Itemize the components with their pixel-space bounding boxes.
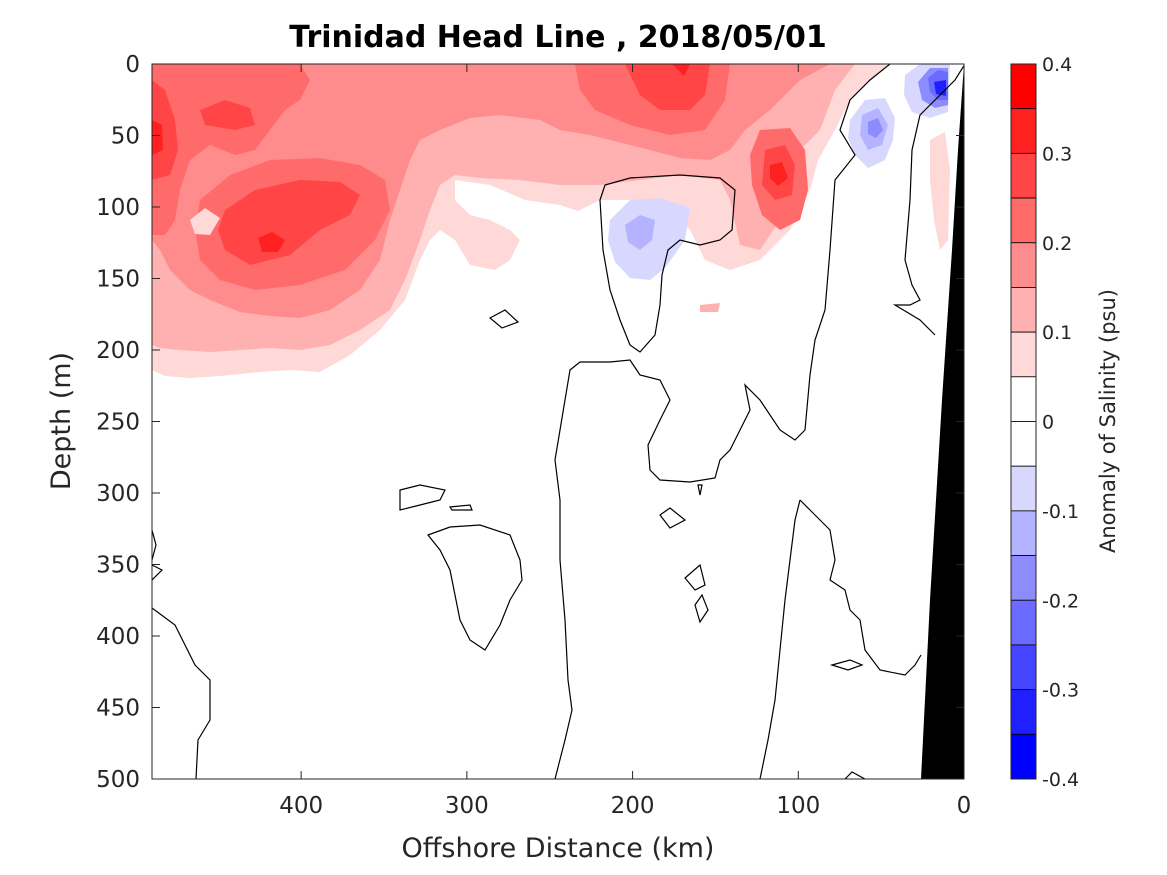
zero-contour-d — [799, 499, 922, 676]
colorbar-segment — [1010, 108, 1037, 154]
zero-contour-b — [554, 64, 891, 779]
colorbar-segment — [1010, 555, 1037, 601]
zero-contour-e — [759, 499, 801, 779]
colorbar-segment — [1010, 376, 1037, 422]
colorbar-label: Anomaly of Salinity (psu) — [1096, 289, 1120, 553]
bathymetry-fill — [921, 64, 964, 779]
colorbar-segment — [1010, 152, 1037, 199]
negative-fill-0-15-b — [868, 118, 883, 138]
colorbar-segment — [1010, 465, 1037, 512]
anomaly-fill-nearshore — [930, 132, 950, 250]
y-axis-label: Depth (m) — [46, 352, 77, 490]
colorbar-segment — [1010, 63, 1037, 110]
zero-contour-n — [829, 659, 864, 671]
colorbar-tick-label: 0 — [1042, 412, 1054, 434]
colorbar-segment — [1010, 421, 1037, 467]
y-tick-label: 0 — [125, 52, 140, 78]
colorbar-tick-label: 0.2 — [1042, 233, 1072, 255]
colorbar-tick-label: -0.4 — [1042, 769, 1079, 791]
x-tick-label: 400 — [279, 793, 323, 819]
x-tick-label: 200 — [611, 793, 655, 819]
plot-area: 400 300 200 100 0 0 50 100 150 200 250 300 350 400 45… — [96, 52, 971, 819]
colorbar-tick-label: 0.1 — [1042, 322, 1072, 344]
zero-contour-a — [599, 174, 736, 353]
colorbar-segment — [1010, 644, 1037, 691]
zero-contour-o — [152, 529, 164, 581]
zero-contour-c — [892, 64, 964, 336]
zero-contour-l — [684, 563, 706, 591]
colorbar-segment — [1010, 733, 1037, 780]
anomaly-fill-small-patch — [700, 303, 720, 312]
x-tick-label: 0 — [957, 793, 972, 819]
anomaly-fill-0-25-d — [625, 64, 710, 110]
y-tick-label: 250 — [96, 410, 140, 436]
x-tick-label: 300 — [445, 793, 489, 819]
anomaly-fill-0-25-c — [200, 100, 255, 130]
x-tick-label: 100 — [776, 793, 820, 819]
anomaly-fill-0-30-c — [672, 64, 690, 76]
anomaly-fill-0-20-a — [152, 64, 310, 235]
y-tick-label: 400 — [96, 624, 140, 650]
colorbar: 0.4 0.3 0.2 0.1 0 -0.1 -0.2 -0.3 -0.4 — [1010, 54, 1079, 791]
zero-contour-k — [697, 484, 703, 496]
colorbar-segment — [1010, 197, 1037, 244]
chart-title: Trinidad Head Line , 2018/05/01 — [289, 20, 826, 55]
contour-fills — [152, 64, 950, 378]
zero-contour-p — [152, 607, 211, 779]
colorbar-tick-label: -0.1 — [1042, 501, 1079, 523]
x-axis: 400 300 200 100 0 — [279, 64, 971, 819]
zero-fill-hole-a — [455, 180, 600, 260]
zero-contour-g — [399, 484, 446, 511]
colorbar-tick-label: 0.4 — [1042, 54, 1072, 76]
y-tick-label: 450 — [96, 696, 140, 722]
anomaly-fill-0-30-b — [152, 120, 163, 155]
colorbar-segment — [1010, 287, 1037, 333]
zero-contour-q — [844, 771, 866, 779]
colorbar-segment — [1010, 331, 1037, 378]
zero-contour-j — [659, 507, 687, 529]
zero-contour-i — [427, 524, 523, 651]
colorbar-segment — [1010, 689, 1037, 735]
y-tick-label: 150 — [96, 267, 140, 293]
y-axis: 0 50 100 150 200 250 300 350 400 450 500 — [96, 52, 964, 793]
zero-contour-m — [694, 593, 709, 624]
y-tick-label: 100 — [96, 195, 140, 221]
colorbar-segment — [1010, 510, 1037, 556]
anomaly-fill-0-30-d — [770, 162, 788, 186]
zero-contour-h — [448, 504, 473, 511]
colorbar-segment — [1010, 599, 1037, 646]
colorbar-segment — [1010, 242, 1037, 288]
anomaly-fill-0-30-a — [258, 232, 285, 252]
colorbar-tick-label: -0.2 — [1042, 590, 1079, 612]
anomaly-fill-0-25-a — [152, 80, 178, 180]
colorbar-tick-label: -0.3 — [1042, 680, 1079, 702]
x-axis-label: Offshore Distance (km) — [402, 833, 715, 864]
negative-fill-0-10-a — [625, 215, 655, 250]
colorbar-tick-label: 0.3 — [1042, 143, 1072, 165]
anomaly-fill-0-25-b — [218, 180, 360, 265]
y-tick-label: 50 — [111, 124, 140, 150]
zero-contour-lines — [152, 64, 964, 779]
y-tick-label: 500 — [96, 767, 140, 793]
zero-contour-f — [488, 309, 520, 329]
anomaly-fill-light-spot — [190, 208, 220, 235]
y-tick-label: 350 — [96, 553, 140, 579]
y-tick-label: 300 — [96, 481, 140, 507]
y-tick-label: 200 — [96, 338, 140, 364]
